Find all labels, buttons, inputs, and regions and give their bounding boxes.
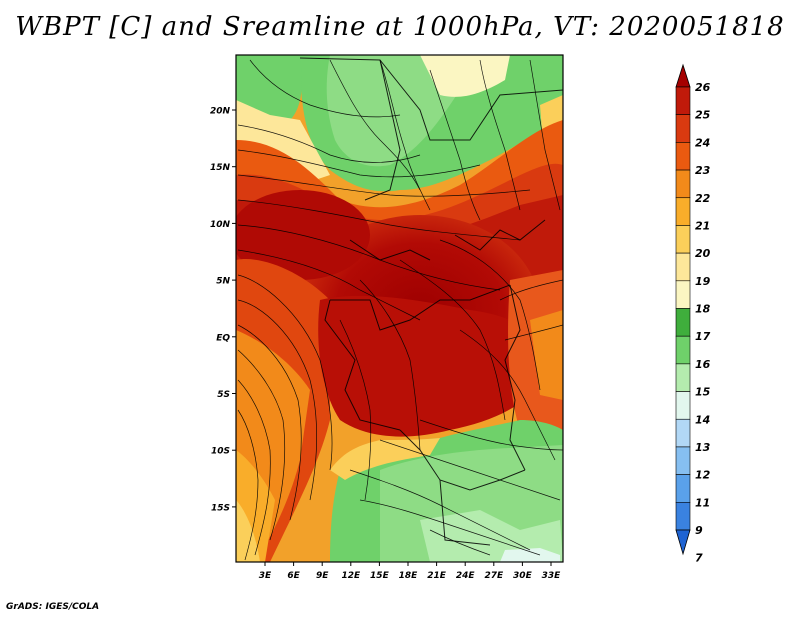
lon-tick-label: 6E bbox=[287, 571, 300, 581]
lon-tick-label: 15E bbox=[370, 571, 390, 581]
colorbar-label: 15 bbox=[695, 386, 711, 399]
colorbar-label: 26 bbox=[695, 81, 711, 94]
colorbar-swatch bbox=[675, 225, 691, 254]
colorbar-swatch bbox=[675, 474, 691, 503]
lat-tick-label: 15N bbox=[210, 163, 231, 173]
lon-tick-label: 21E bbox=[427, 571, 447, 581]
wbpt-field bbox=[236, 55, 563, 562]
colorbar-label: 23 bbox=[695, 164, 711, 177]
longitude-axis: 3E 6E 9E 12E 15E 18E 21E 24E 27E 30E 33E bbox=[259, 562, 561, 581]
colorbar-label: 20 bbox=[695, 247, 711, 260]
lon-tick-label: 3E bbox=[259, 571, 272, 581]
colorbar-swatch bbox=[675, 418, 691, 448]
colorbar-swatch bbox=[675, 169, 691, 199]
lon-tick-label: 9E bbox=[316, 571, 329, 581]
colorbar-top-arrow bbox=[675, 63, 691, 88]
latitude-axis: 20N 15N 10N 5N EQ 5S 10S 15S bbox=[210, 107, 236, 513]
colorbar-swatch bbox=[675, 142, 691, 171]
colorbar-swatch bbox=[675, 86, 691, 115]
map-title: WBPT [C] and Sreamline at 1000hPa, VT: 2… bbox=[15, 12, 785, 42]
lat-tick-label: 5S bbox=[217, 390, 230, 400]
colorbar-label: 13 bbox=[695, 441, 711, 454]
lon-tick-label: 12E bbox=[341, 571, 361, 581]
colorbar-swatch bbox=[675, 363, 691, 392]
colorbar-label: 11 bbox=[695, 496, 710, 509]
lat-tick-label: EQ bbox=[216, 333, 230, 343]
colorbar-swatch bbox=[675, 252, 691, 282]
lat-tick-label: 20N bbox=[210, 107, 231, 117]
colorbar-label: 22 bbox=[695, 192, 711, 205]
colorbar-label: 7 bbox=[695, 552, 703, 565]
colorbar-label: 18 bbox=[695, 303, 711, 316]
colorbar-bottom-arrow bbox=[675, 529, 691, 556]
colorbar-label: 14 bbox=[695, 413, 710, 426]
colorbar-label: 21 bbox=[695, 219, 710, 232]
colorbar-label: 16 bbox=[695, 358, 711, 371]
lon-tick-label: 33E bbox=[542, 571, 562, 581]
colorbar-swatch bbox=[675, 114, 691, 143]
colorbar-label: 25 bbox=[695, 109, 711, 122]
colorbar-swatch bbox=[675, 197, 691, 226]
colorbar-swatch bbox=[675, 391, 691, 420]
lat-tick-label: 5N bbox=[216, 277, 230, 287]
colorbar-swatch bbox=[675, 308, 691, 337]
colorbar-label: 24 bbox=[695, 136, 710, 149]
colorbar-label: 12 bbox=[695, 469, 711, 482]
colorbar-label: 17 bbox=[695, 330, 711, 343]
grads-credit: GrADS: IGES/COLA bbox=[6, 602, 100, 612]
colorbar-swatch bbox=[675, 335, 691, 365]
colorbar-label: 19 bbox=[695, 275, 711, 288]
lon-tick-label: 30E bbox=[513, 571, 533, 581]
colorbar-label: 9 bbox=[695, 524, 703, 537]
colorbar-swatch bbox=[675, 446, 691, 475]
colorbar: 26 25 24 23 22 21 20 19 18 17 16 15 14 13 12 11 9 7 bbox=[675, 63, 711, 565]
lat-tick-label: 15S bbox=[211, 503, 230, 513]
lat-tick-label: 10S bbox=[211, 447, 230, 457]
map-frame bbox=[235, 54, 564, 563]
lat-tick-label: 10N bbox=[210, 220, 231, 230]
lon-tick-label: 24E bbox=[456, 571, 476, 581]
colorbar-swatch bbox=[675, 280, 691, 309]
colorbar-swatch bbox=[675, 502, 691, 531]
lon-tick-label: 18E bbox=[399, 571, 419, 581]
lon-tick-label: 27E bbox=[484, 571, 504, 581]
